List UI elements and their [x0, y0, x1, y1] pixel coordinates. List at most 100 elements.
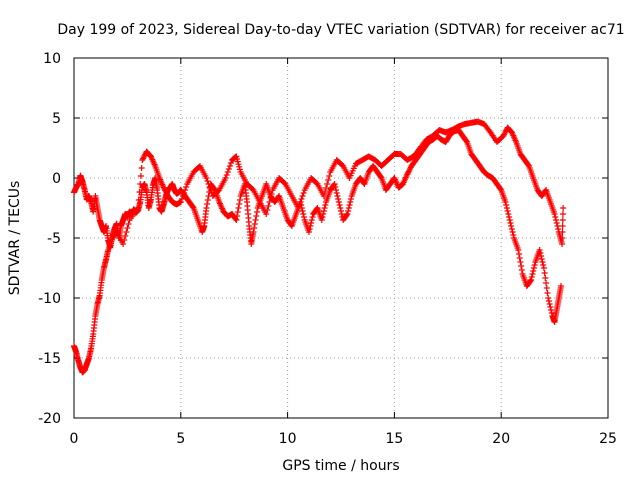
data-point — [530, 268, 537, 274]
data-point — [541, 270, 548, 276]
y-tick-label: 10 — [43, 51, 61, 67]
data-point — [542, 275, 549, 281]
data-point — [338, 211, 345, 217]
data-point — [323, 185, 330, 191]
data-point — [538, 256, 545, 262]
data-point — [236, 201, 243, 207]
y-tick-label: 0 — [52, 171, 61, 187]
data-point — [224, 169, 231, 175]
chart-title: Day 199 of 2023, Sidereal Day-to-day VTE… — [57, 22, 624, 38]
y-tick-label: 5 — [52, 111, 61, 127]
data-point — [325, 177, 332, 183]
data-point — [121, 237, 128, 243]
x-tick-label: 10 — [279, 431, 297, 447]
data-point — [252, 217, 259, 223]
data-point — [546, 301, 553, 307]
data-point — [225, 166, 232, 172]
data-point — [250, 229, 257, 235]
data-point — [251, 225, 258, 231]
data-point — [504, 208, 511, 214]
data-point — [560, 205, 567, 211]
data-point — [122, 233, 129, 239]
x-tick-labels: 0 5 10 15 20 25 — [70, 431, 617, 447]
data-point — [207, 187, 214, 193]
data-point — [204, 197, 211, 203]
data-point — [539, 259, 546, 265]
data-point — [297, 199, 304, 205]
data-point — [552, 214, 559, 220]
data-point — [233, 217, 240, 223]
data-point — [345, 205, 352, 211]
data-point — [540, 265, 547, 271]
data-point — [135, 197, 142, 203]
data-point — [332, 184, 339, 190]
data-point — [553, 220, 560, 226]
data-point — [347, 196, 354, 202]
data-point — [505, 211, 512, 217]
data-point — [536, 247, 543, 253]
data-point — [319, 214, 326, 220]
series-group — [71, 118, 567, 376]
data-point — [204, 178, 211, 184]
data-point — [517, 259, 524, 265]
data-point — [136, 189, 143, 195]
x-tick-label: 0 — [70, 431, 79, 447]
data-point — [125, 221, 132, 227]
data-point — [559, 211, 566, 217]
data-point — [553, 217, 560, 223]
data-point — [516, 251, 522, 257]
data-points — [71, 118, 567, 376]
data-point — [318, 217, 325, 223]
data-point — [253, 209, 260, 215]
data-point — [308, 217, 315, 223]
x-axis-label: GPS time / hours — [282, 458, 399, 474]
data-point — [508, 226, 515, 232]
data-point — [299, 193, 306, 199]
data-point — [307, 223, 314, 229]
data-point — [508, 223, 515, 229]
data-point — [502, 199, 509, 205]
grid-lines — [74, 58, 608, 418]
data-point — [266, 199, 273, 205]
data-point — [337, 205, 344, 211]
data-point — [537, 250, 544, 256]
data-point — [531, 262, 538, 268]
data-point — [334, 193, 341, 199]
data-point — [554, 223, 561, 229]
y-tick-label: -5 — [47, 231, 61, 247]
data-point — [528, 274, 535, 280]
data-point — [204, 201, 211, 207]
data-point — [181, 190, 188, 196]
data-point — [309, 214, 316, 220]
data-point — [555, 226, 562, 232]
data-point — [322, 202, 329, 208]
data-point — [178, 196, 185, 202]
data-point — [179, 193, 186, 199]
x-tick-label: 15 — [385, 431, 403, 447]
data-point — [320, 208, 327, 214]
data-point — [265, 203, 272, 209]
data-point — [538, 253, 545, 259]
data-point — [545, 298, 552, 304]
data-point — [183, 184, 190, 190]
data-point — [222, 175, 229, 181]
data-point — [503, 205, 510, 211]
y-axis-label: SDTVAR / TECUs — [7, 181, 23, 296]
x-tick-label: 25 — [599, 431, 617, 447]
data-point — [226, 163, 233, 169]
data-point — [335, 199, 342, 205]
data-point — [545, 295, 552, 301]
data-point — [320, 211, 327, 217]
data-point — [227, 160, 234, 166]
data-point — [300, 214, 307, 220]
data-point — [503, 202, 510, 208]
y-tick-labels: -20 -15 -10 -5 0 5 10 — [38, 51, 61, 427]
data-point — [529, 271, 536, 277]
data-point — [559, 229, 566, 235]
data-point — [559, 241, 566, 247]
data-point — [527, 278, 534, 284]
data-point — [268, 191, 275, 197]
data-point — [559, 223, 566, 229]
data-point — [295, 205, 302, 211]
data-point — [326, 173, 333, 179]
